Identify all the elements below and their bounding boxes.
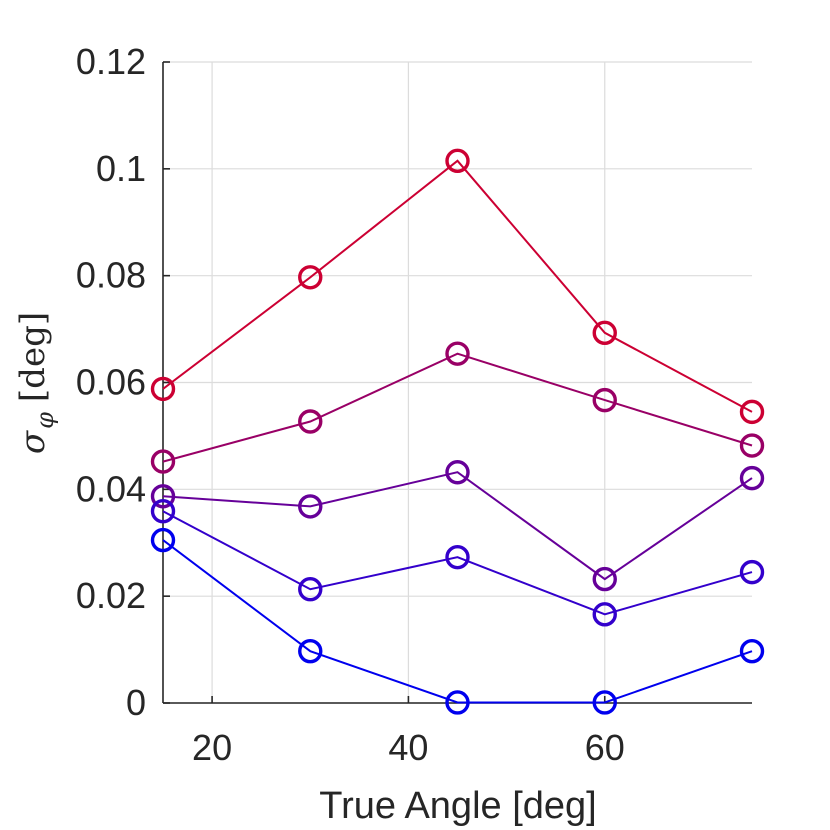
data-point (445, 460, 470, 485)
data-point (150, 527, 176, 553)
data-point (739, 465, 765, 491)
data-point (592, 566, 617, 592)
y-tick-label: 0.06 (76, 362, 146, 403)
series-line-1 (162, 159, 753, 413)
x-tick-label: 20 (192, 727, 232, 768)
data-point (445, 690, 470, 715)
data-point (739, 559, 765, 585)
tick-labels: 20 40 60 0 0.02 0.04 0.06 0.08 0.1 0.12 (76, 41, 625, 768)
data-point (445, 341, 470, 366)
y-tick-label: 0.02 (76, 575, 146, 616)
data-point (298, 409, 323, 434)
series-line-3 (162, 471, 753, 581)
data-point (298, 494, 323, 519)
data-point (592, 690, 617, 715)
data-point (739, 433, 765, 458)
y-axis-label-symbol: σ (13, 430, 53, 454)
series-group (150, 148, 765, 715)
data-point (445, 148, 470, 174)
x-tick-label: 40 (388, 727, 428, 768)
data-point (298, 638, 323, 664)
data-point (150, 376, 176, 402)
data-point (592, 320, 617, 346)
y-tick-label: 0.12 (76, 41, 146, 82)
data-point (739, 638, 765, 664)
data-point (298, 577, 323, 602)
series-line-5 (162, 539, 753, 704)
data-point (592, 602, 617, 627)
y-tick-label: 0 (126, 682, 146, 723)
y-tick-label: 0.08 (76, 255, 146, 296)
y-axis-label-unit: [deg] (13, 312, 53, 402)
data-point (592, 387, 617, 413)
y-axis-label: σφ [deg] (13, 312, 59, 454)
x-tick-label: 60 (585, 727, 625, 768)
data-point (298, 265, 323, 290)
series-line-4 (162, 510, 753, 616)
data-point (150, 499, 176, 524)
data-point (150, 484, 176, 509)
data-point (739, 399, 765, 425)
y-axis-label-subscript: φ (31, 412, 59, 429)
data-point (445, 544, 470, 570)
y-tick-label: 0.04 (76, 468, 146, 509)
data-point (150, 449, 176, 474)
x-axis-label: True Angle [deg] (319, 785, 596, 827)
series-line-2 (162, 352, 753, 463)
y-tick-label: 0.1 (96, 148, 146, 189)
